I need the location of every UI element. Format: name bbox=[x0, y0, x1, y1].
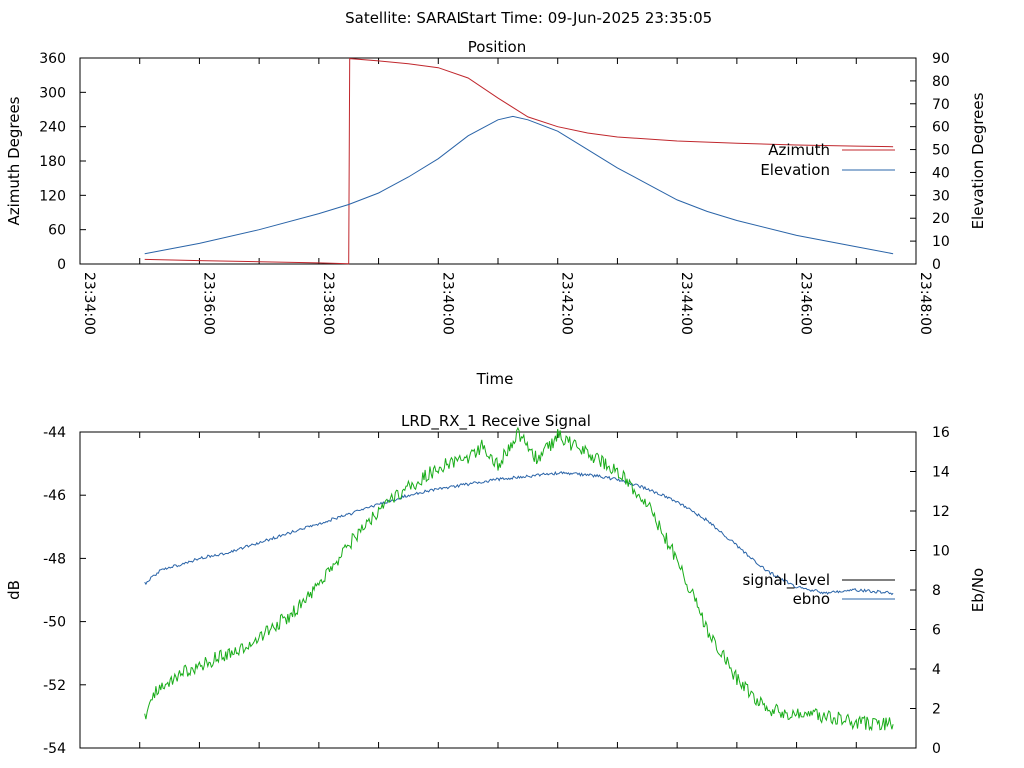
position-chart-title: Position bbox=[468, 38, 526, 56]
receive-signal-chart: LRD_RX_1 Receive Signal -44-46-48-50-52-… bbox=[5, 412, 987, 757]
azimuth-axis-label: Azimuth Degrees bbox=[5, 96, 23, 225]
header-satellite-label: Satellite: SARAL bbox=[345, 9, 465, 27]
position-right-axis-ticks: 0 10 20 30 40 50 60 70 80 90 bbox=[910, 51, 950, 273]
right-tick-label: 60 bbox=[932, 120, 950, 136]
right-tick-label: 70 bbox=[932, 97, 950, 113]
x-tick-label: 23:38:00 bbox=[320, 272, 336, 335]
left-tick-label: -48 bbox=[43, 551, 66, 567]
x-tick-label: 23:40:00 bbox=[439, 272, 455, 335]
x-tick-label: 23:36:00 bbox=[200, 272, 216, 335]
right-tick-label: 10 bbox=[932, 544, 950, 560]
series-line-ebno bbox=[144, 426, 894, 732]
position-legend: Azimuth Elevation bbox=[760, 141, 895, 179]
right-tick-label: 90 bbox=[932, 51, 950, 67]
left-tick-label: -46 bbox=[43, 488, 66, 504]
time-axis-label: Time bbox=[476, 370, 514, 388]
legend-signal-level-label: signal_level bbox=[742, 571, 830, 590]
x-tick-label: 23:44:00 bbox=[678, 272, 694, 335]
right-tick-label: 6 bbox=[932, 623, 941, 639]
right-tick-label: 16 bbox=[932, 425, 950, 441]
elevation-axis-label: Elevation Degrees bbox=[969, 92, 987, 229]
position-series bbox=[144, 58, 894, 265]
right-tick-label: 30 bbox=[932, 188, 950, 204]
series-line-elevation bbox=[144, 115, 894, 255]
left-tick-label: 300 bbox=[39, 85, 66, 101]
signal-chart-title: LRD_RX_1 Receive Signal bbox=[401, 412, 591, 431]
left-tick-label: 60 bbox=[48, 223, 66, 239]
signal-series bbox=[144, 426, 894, 732]
right-tick-label: 4 bbox=[932, 662, 941, 678]
db-axis-label: dB bbox=[5, 580, 23, 600]
signal-right-axis-ticks: 0 2 4 6 8 10 12 14 16 bbox=[910, 425, 950, 757]
x-tick-label: 23:46:00 bbox=[798, 272, 814, 335]
right-tick-label: 20 bbox=[932, 211, 950, 227]
header-start-time-label: Start Time: 09-Jun-2025 23:35:05 bbox=[460, 9, 712, 27]
signal-left-axis-ticks: -44 -46 -48 -50 -52 -54 bbox=[43, 425, 86, 757]
left-tick-label: -52 bbox=[43, 678, 66, 694]
signal-x-axis-ticks bbox=[79, 432, 917, 748]
position-chart: Position 0 60 120 180 240 300 360 0 10 20 30 40 50 6… bbox=[5, 38, 987, 388]
series-line-signal-level bbox=[144, 470, 894, 596]
signal-legend: signal_level ebno bbox=[742, 571, 895, 608]
x-tick-label: 23:34:00 bbox=[81, 272, 97, 335]
series-line-azimuth bbox=[144, 58, 894, 265]
x-tick-label: 23:48:00 bbox=[917, 272, 933, 335]
position-x-axis-ticks: 23:34:00 23:36:00 23:38:00 23:40:00 23:42:00… bbox=[79, 58, 933, 335]
right-tick-label: 0 bbox=[932, 257, 941, 273]
legend-azimuth-label: Azimuth bbox=[768, 141, 830, 159]
left-tick-label: -54 bbox=[43, 741, 66, 757]
right-tick-label: 80 bbox=[932, 74, 950, 90]
left-tick-label: -50 bbox=[43, 615, 66, 631]
left-tick-label: 360 bbox=[39, 51, 66, 67]
left-tick-label: 240 bbox=[39, 120, 66, 136]
left-tick-label: 180 bbox=[39, 154, 66, 170]
position-left-axis-ticks: 0 60 120 180 240 300 360 bbox=[39, 51, 86, 273]
right-tick-label: 0 bbox=[932, 741, 941, 757]
right-tick-label: 50 bbox=[932, 143, 950, 159]
x-tick-label: 23:42:00 bbox=[559, 272, 575, 335]
right-tick-label: 2 bbox=[932, 702, 941, 718]
left-tick-label: 120 bbox=[39, 188, 66, 204]
ebno-axis-label: Eb/No bbox=[969, 568, 987, 612]
right-tick-label: 10 bbox=[932, 234, 950, 250]
legend-elevation-label: Elevation bbox=[760, 161, 830, 179]
right-tick-label: 8 bbox=[932, 583, 941, 599]
right-tick-label: 12 bbox=[932, 504, 950, 520]
left-tick-label: 0 bbox=[57, 257, 66, 273]
right-tick-label: 40 bbox=[932, 165, 950, 181]
right-tick-label: 14 bbox=[932, 465, 950, 481]
legend-ebno-label: ebno bbox=[793, 590, 830, 608]
left-tick-label: -44 bbox=[43, 425, 66, 441]
